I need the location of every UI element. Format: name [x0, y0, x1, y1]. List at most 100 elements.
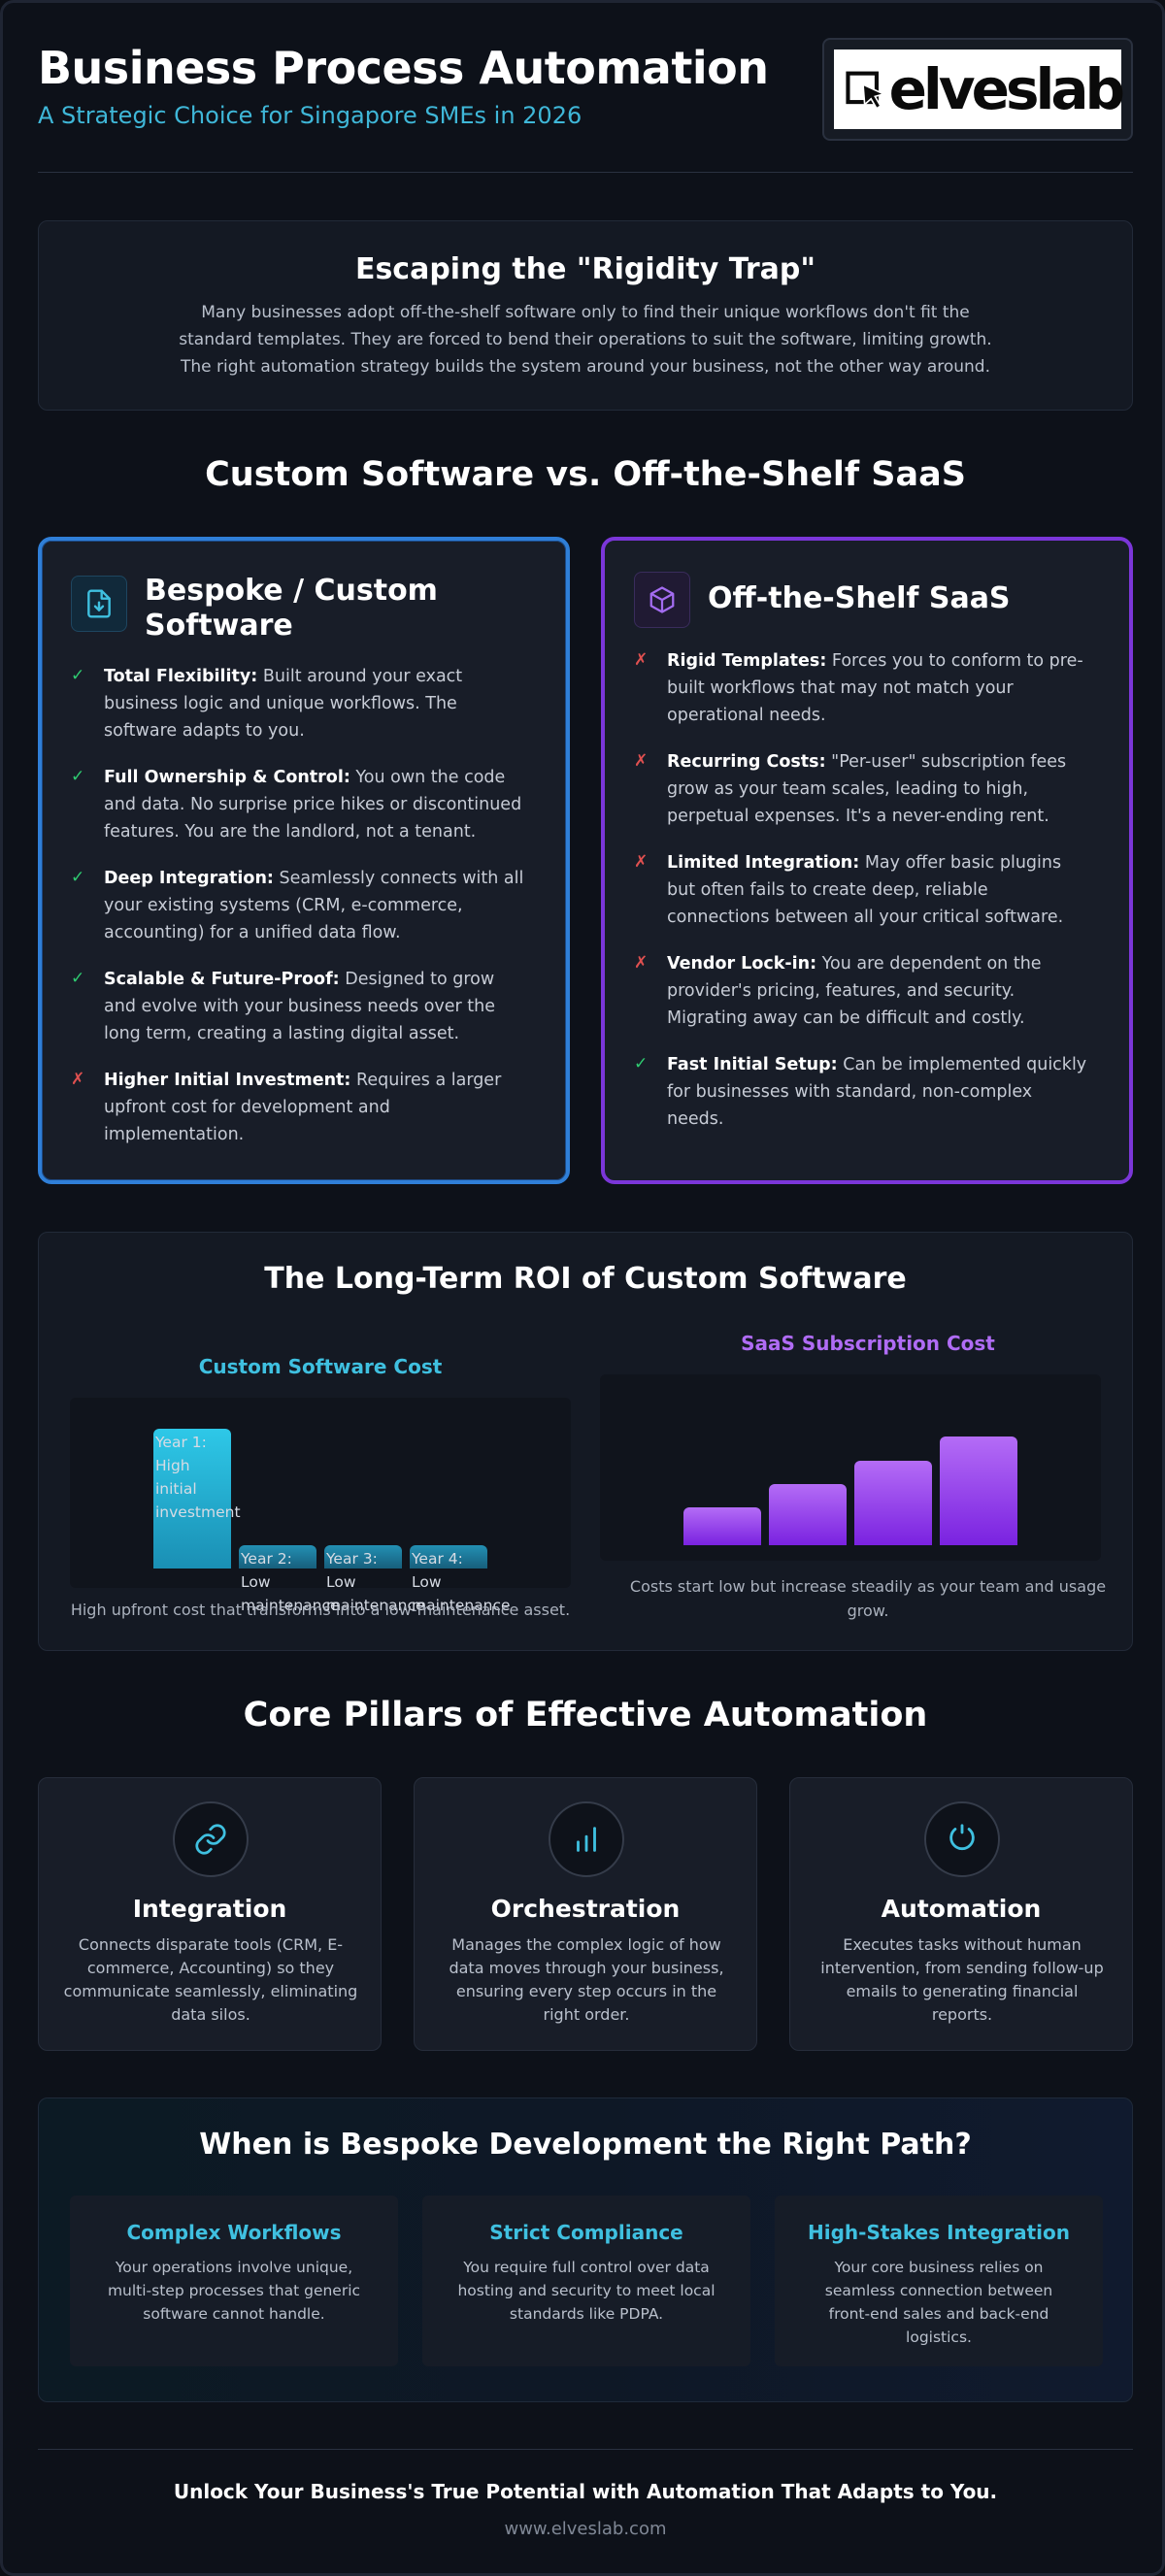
intro-card: Escaping the "Rigidity Trap" Many busine… — [38, 220, 1133, 411]
saas-cost-bar — [769, 1484, 847, 1545]
cross-icon: ✗ — [634, 953, 649, 973]
when-card-high-stakes-integration: High-Stakes Integration Your core busine… — [775, 2196, 1103, 2366]
pillar-automation: Automation Executes tasks without human … — [789, 1777, 1133, 2051]
footer-divider — [38, 2449, 1133, 2450]
roi-card: The Long-Term ROI of Custom Software Cus… — [38, 1232, 1133, 1651]
header-divider — [38, 172, 1133, 173]
cursor-logo-icon — [846, 71, 886, 110]
pillar-line: right order. — [543, 2005, 630, 2024]
saas-panel: Off-the-Shelf SaaS ✗ Rigid Templates: For… — [601, 537, 1133, 1184]
pillar-line: communicate seamlessly, eliminating — [63, 1982, 358, 2000]
when-line: front-end sales and back-end — [828, 2305, 1049, 2323]
cross-icon: ✗ — [634, 751, 649, 771]
when-line: multi-step processes that generic — [107, 2282, 361, 2299]
footer-tagline: Unlock Your Business's True Potential wi… — [173, 2480, 998, 2503]
comparison-item-text: Fast Initial Setup: Can be implemented q… — [667, 1055, 1087, 1129]
when-line: seamless connection between — [824, 2282, 1053, 2299]
file-download-icon — [71, 576, 127, 632]
when-line: standards like PDPA. — [509, 2305, 664, 2323]
pillar-line: Manages the complex logic of how — [451, 1935, 721, 1954]
comparison-item-label: Rigid Templates: — [667, 651, 827, 671]
cross-icon: ✗ — [634, 650, 649, 670]
pillar-description: Executes tasks without human interventio… — [812, 1933, 1113, 2027]
comparison-item-text: Scalable & Future-Proof: Designed to gro… — [104, 970, 496, 1043]
when-card-complex-workflows: Complex Workflows Your operations involv… — [70, 2196, 398, 2366]
pillar-line: data silos. — [171, 2005, 250, 2024]
custom-cost-bar — [153, 1429, 231, 1569]
when-card-title: Strict Compliance — [489, 2221, 683, 2244]
pillar-line: data moves through your business, — [449, 1959, 724, 1977]
pillar-description: Manages the complex logic of how data mo… — [436, 1933, 737, 2027]
custom-cost-bar — [410, 1545, 487, 1569]
saas-panel-title: Off-the-Shelf SaaS — [708, 581, 1011, 615]
when-card-title: High-Stakes Integration — [808, 2221, 1070, 2244]
pillar-line: commerce, Accounting) so they — [86, 1959, 335, 1977]
when-line: Your core business relies on — [834, 2259, 1044, 2276]
comparison-item-text: Vendor Lock-in: You are dependent on the… — [667, 954, 1042, 1028]
comparison-item-pro: ✓ Total Flexibility: Built around your ex… — [71, 663, 537, 744]
saas-cost-chart — [600, 1374, 1101, 1561]
custom-cost-bar-label: Year 3: Low maintenance — [326, 1550, 425, 1614]
pillar-line: ensuring every step occurs in the — [455, 1982, 717, 2000]
comparison-item-con: ✗ Recurring Costs: "Per-user" subscriptio… — [634, 748, 1100, 830]
comparison-item-label: Deep Integration: — [104, 869, 274, 888]
comparison-item-text: Higher Initial Investment: Requires a la… — [104, 1071, 502, 1144]
comparison-item-label: Scalable & Future-Proof: — [104, 970, 340, 989]
saas-cost-bar — [854, 1461, 932, 1545]
pillar-integration: Integration Connects disparate tools (CR… — [38, 1777, 382, 2051]
pillar-line: reports. — [931, 2005, 993, 2024]
comparison-item-con: ✗ Limited Integration: May offer basic pl… — [634, 849, 1100, 931]
comparison-item-label: Total Flexibility: — [104, 667, 258, 686]
check-icon: ✓ — [71, 969, 85, 988]
pillar-description: Connects disparate tools (CRM, E- commer… — [60, 1933, 361, 2027]
pillar-line: Connects disparate tools (CRM, E- — [78, 1935, 344, 1954]
saas-chart-caption: Costs start low but increase steadily as… — [602, 1574, 1134, 1623]
when-heading: When is Bespoke Development the Right Pa… — [199, 2128, 972, 2162]
comparison-item-con: ✗ Vendor Lock-in: You are dependent on th… — [634, 950, 1100, 1032]
check-icon: ✓ — [634, 1054, 649, 1073]
when-card-strict-compliance: Strict Compliance You require full contr… — [422, 2196, 750, 2366]
custom-title-line: Software — [145, 609, 293, 643]
when-line: You require full control over data — [463, 2259, 710, 2276]
saas-cost-bar — [683, 1507, 761, 1545]
intro-line: Many businesses adopt off-the-shelf soft… — [201, 303, 970, 322]
custom-cost-bar-label: Year 1: High initial investment — [155, 1434, 241, 1521]
saas-chart-label: SaaS Subscription Cost — [741, 1332, 995, 1355]
logo: elveslab — [822, 38, 1133, 141]
comparison-item-text: Rigid Templates: Forces you to conform t… — [667, 651, 1083, 725]
page-subtitle: A Strategic Choice for Singapore SMEs in… — [38, 102, 582, 129]
comparison-item-label: Limited Integration: — [667, 853, 860, 873]
intro-heading: Escaping the "Rigidity Trap" — [354, 252, 816, 286]
comparison-heading: Custom Software vs. Off-the-Shelf SaaS — [205, 455, 966, 494]
when-bespoke-section: When is Bespoke Development the Right Pa… — [38, 2097, 1133, 2402]
cross-icon: ✗ — [634, 852, 649, 872]
comparison-item-text: Limited Integration: May offer basic plu… — [667, 853, 1064, 927]
logo-wordmark: elveslab — [888, 56, 1125, 122]
intro-line: The right automation strategy builds the… — [180, 357, 991, 377]
comparison-item-con: ✗ Higher Initial Investment: Requires a l… — [71, 1067, 537, 1148]
custom-panel-title: Bespoke / Custom Software — [145, 574, 438, 644]
comparison-item-con: ✗ Rigid Templates: Forces you to conform … — [634, 647, 1100, 729]
pillar-title: Automation — [881, 1895, 1042, 1923]
intro-text: Many businesses adopt off-the-shelf soft… — [39, 299, 1132, 380]
custom-cost-bar — [324, 1545, 402, 1569]
custom-chart-caption: High upfront cost that transforms into a… — [70, 1601, 571, 1619]
bar-chart-icon — [549, 1801, 624, 1877]
comparison-item-pro: ✓ Deep Integration: Seamlessly connects w… — [71, 865, 537, 946]
check-icon: ✓ — [71, 868, 85, 887]
cube-icon — [634, 572, 690, 628]
comparison-item-label: Vendor Lock-in: — [667, 954, 817, 974]
caption-line: grow. — [847, 1602, 889, 1620]
comparison-item-pro: ✓ Fast Initial Setup: Can be implemented … — [634, 1051, 1100, 1133]
pillar-line: Executes tasks without human — [843, 1935, 1082, 1954]
check-icon: ✓ — [71, 767, 85, 786]
footer-url-link[interactable]: www.elveslab.com — [504, 2519, 667, 2539]
refresh-icon — [924, 1801, 1000, 1877]
when-line: logistics. — [906, 2328, 972, 2346]
comparison-item-text: Total Flexibility: Built around your exa… — [104, 667, 463, 741]
check-icon: ✓ — [71, 666, 85, 685]
custom-software-panel: Bespoke / Custom Software ✓ Total Flexibi… — [38, 537, 570, 1184]
comparison-item-text: Recurring Costs: "Per-user" subscription… — [667, 752, 1067, 826]
intro-line: standard templates. They are forced to b… — [179, 330, 992, 349]
